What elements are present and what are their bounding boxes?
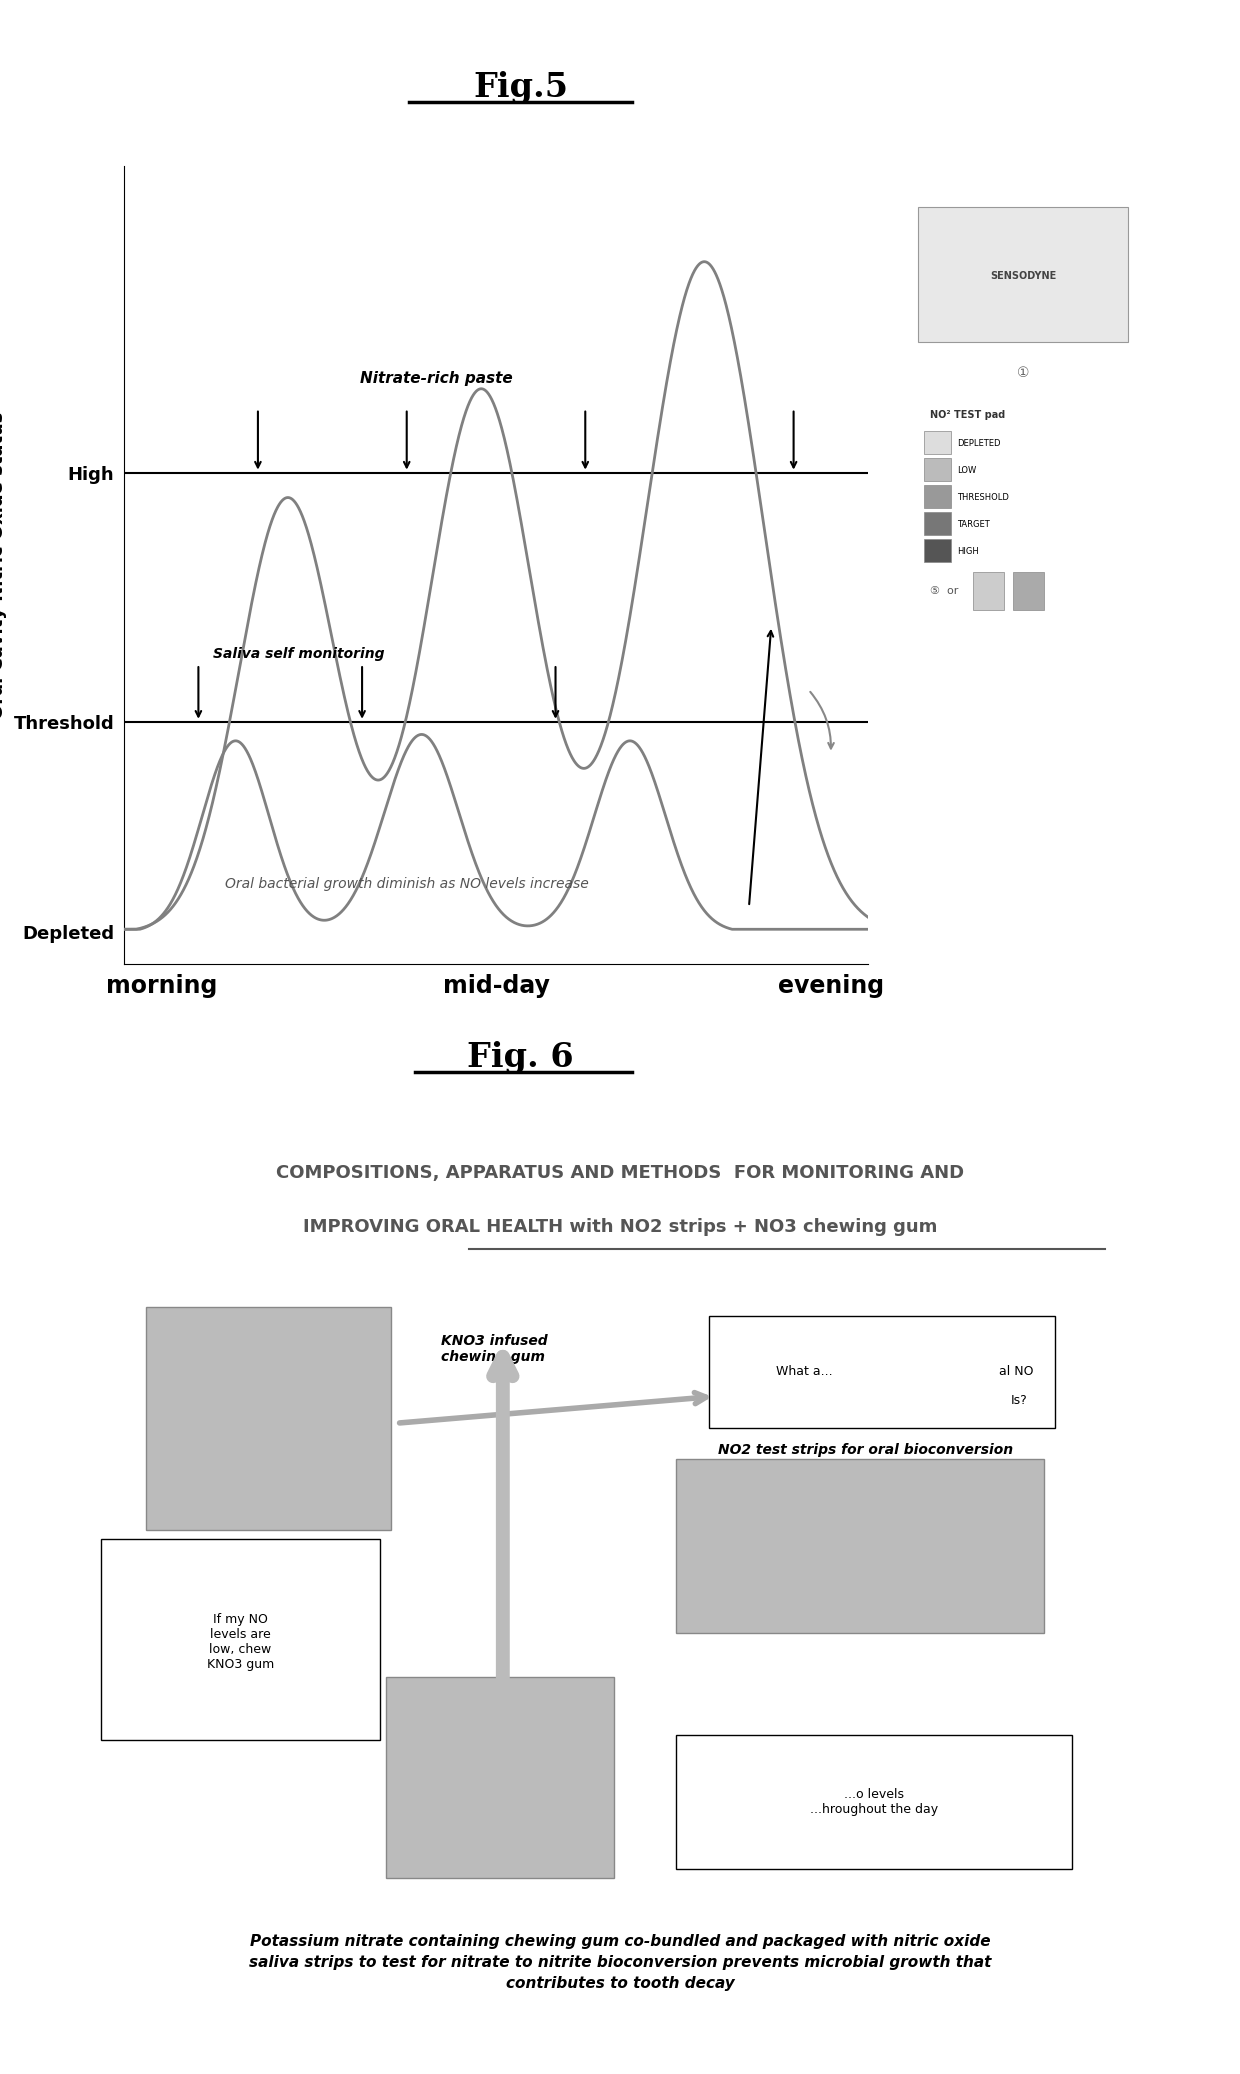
Y-axis label: Oral Cavity Nitric Oxide status: Oral Cavity Nitric Oxide status xyxy=(0,411,6,720)
Text: Fig. 6: Fig. 6 xyxy=(467,1041,574,1074)
Text: Nitrate-rich paste: Nitrate-rich paste xyxy=(360,371,513,386)
Text: NO² TEST pad: NO² TEST pad xyxy=(930,411,1006,419)
Text: TARGET: TARGET xyxy=(957,521,990,529)
Text: Potassium nitrate containing chewing gum co-bundled and packaged with nitric oxi: Potassium nitrate containing chewing gum… xyxy=(249,1935,991,1991)
Text: SENSODYNE: SENSODYNE xyxy=(990,272,1056,280)
Text: al NO: al NO xyxy=(999,1365,1034,1377)
Text: HIGH: HIGH xyxy=(957,548,980,556)
FancyBboxPatch shape xyxy=(386,1678,614,1879)
Text: NO2 test strips for oral bioconversion: NO2 test strips for oral bioconversion xyxy=(718,1444,1013,1456)
Text: ①: ① xyxy=(1017,367,1029,380)
Text: DEPLETED: DEPLETED xyxy=(957,440,1001,448)
FancyBboxPatch shape xyxy=(146,1307,392,1531)
Text: Fig.5: Fig.5 xyxy=(474,71,568,104)
FancyBboxPatch shape xyxy=(709,1317,1055,1427)
Text: What a...: What a... xyxy=(776,1365,833,1377)
Text: Oral bacterial growth diminish as NO levels increase: Oral bacterial growth diminish as NO lev… xyxy=(224,877,589,890)
Text: IMPROVING ORAL HEALTH with NO2 strips + NO3 chewing gum: IMPROVING ORAL HEALTH with NO2 strips + … xyxy=(303,1217,937,1236)
Text: KNO3 infused
chewing gum: KNO3 infused chewing gum xyxy=(441,1334,548,1365)
Text: Is?: Is? xyxy=(1011,1394,1028,1408)
Text: LOW: LOW xyxy=(957,467,977,475)
Text: ...o levels
...hroughout the day: ...o levels ...hroughout the day xyxy=(811,1788,939,1817)
FancyBboxPatch shape xyxy=(676,1458,1044,1632)
FancyBboxPatch shape xyxy=(102,1539,381,1740)
Text: COMPOSITIONS, APPARATUS AND METHODS  FOR MONITORING AND: COMPOSITIONS, APPARATUS AND METHODS FOR … xyxy=(277,1164,963,1182)
Text: Saliva self monitoring: Saliva self monitoring xyxy=(213,647,384,662)
FancyBboxPatch shape xyxy=(676,1736,1071,1869)
Text: If my NO
levels are
low, chew
KNO3 gum: If my NO levels are low, chew KNO3 gum xyxy=(207,1614,274,1672)
Text: ⑤  or: ⑤ or xyxy=(930,587,959,595)
Text: THRESHOLD: THRESHOLD xyxy=(957,494,1009,502)
